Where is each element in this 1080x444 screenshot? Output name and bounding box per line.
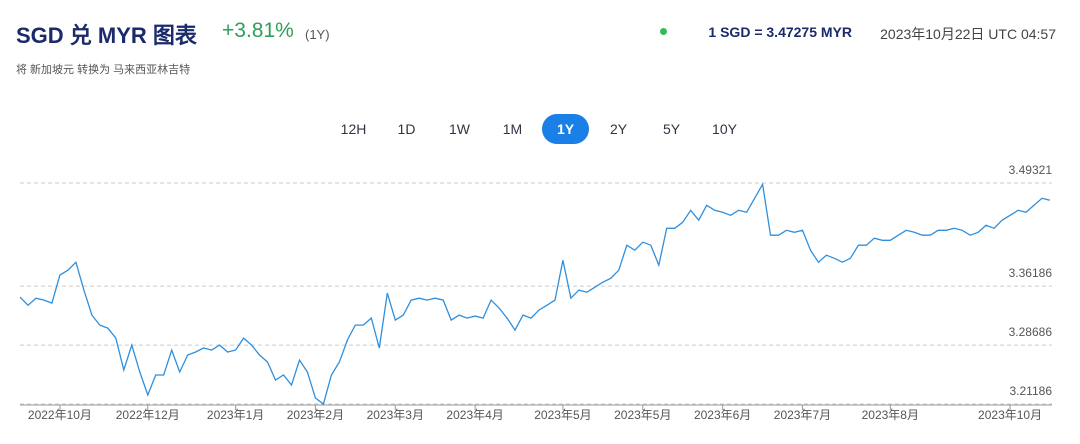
range-button[interactable]: 1W: [449, 121, 470, 137]
x-tick-label: 2023年8月: [862, 408, 919, 422]
range-button[interactable]: 2Y: [609, 121, 628, 137]
range-button[interactable]: 12H: [340, 121, 367, 137]
status-dot: [660, 28, 667, 35]
title: SGD 兑 MYR 图表: [16, 23, 197, 48]
range-button[interactable]: 1Y: [542, 114, 589, 144]
y-tick-label: 3.49321: [1009, 163, 1053, 177]
rate: 1 SGD = 3.47275 MYR: [708, 24, 852, 40]
x-tick-label: 2023年2月: [287, 408, 344, 422]
price-line: [19, 182, 1051, 406]
y-tick-label: 3.36186: [1009, 266, 1053, 280]
range-button[interactable]: 10Y: [712, 121, 737, 137]
range-button[interactable]: 1M: [502, 121, 523, 137]
x-tick-label: 2023年7月: [774, 408, 831, 422]
x-tick-label: 2023年1月: [207, 408, 264, 422]
timestamp: 2023年10月22日 UTC 04:57: [880, 26, 1056, 42]
x-tick-label: 2023年4月: [446, 408, 503, 422]
x-tick-label: 2023年3月: [367, 408, 424, 422]
range-button[interactable]: 1D: [397, 121, 416, 137]
x-tick-label: 2022年10月: [28, 408, 92, 422]
x-tick-label: 2023年5月: [614, 408, 671, 422]
range-selector: 12H 1D 1W 1M 1Y 2Y 5Y 10Y: [330, 114, 748, 144]
period: (1Y): [305, 27, 330, 42]
change: +3.81%: [222, 19, 294, 42]
y-tick-label: 3.21186: [1010, 384, 1053, 398]
x-tick-label: 2023年10月: [978, 408, 1042, 422]
range-button[interactable]: 5Y: [662, 121, 681, 137]
subtitle: 将 新加坡元 转换为 马来西亚林吉特: [16, 64, 191, 76]
x-tick-label: 2023年5月: [534, 408, 591, 422]
y-tick-label: 3.28686: [1009, 325, 1053, 339]
x-tick-label: 2022年12月: [116, 408, 180, 422]
x-tick-label: 2023年6月: [694, 408, 751, 422]
